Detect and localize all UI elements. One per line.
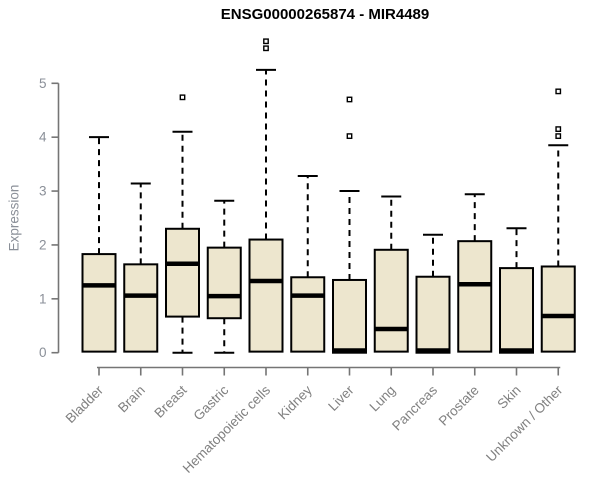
outlier-hematopoietic-cells bbox=[263, 38, 269, 45]
box-liver bbox=[332, 278, 367, 354]
x-category-label: Prostate bbox=[436, 383, 482, 429]
box-prostate bbox=[457, 240, 493, 353]
x-category-label: Unknown / Other bbox=[483, 382, 566, 465]
y-tick-label: 1 bbox=[39, 291, 47, 306]
box-breast bbox=[165, 227, 200, 318]
chart-title: ENSG00000265874 - MIR4489 bbox=[220, 6, 430, 23]
box-hematopoietic-cells bbox=[248, 238, 284, 353]
box-gastric bbox=[206, 246, 242, 320]
x-category-label: Lung bbox=[367, 383, 399, 415]
x-category-label: Breast bbox=[151, 382, 189, 420]
outlier-unknown-other bbox=[555, 126, 562, 132]
box-lung bbox=[373, 248, 409, 353]
y-tick-label: 3 bbox=[39, 184, 47, 199]
outlier-unknown-other bbox=[555, 133, 562, 140]
x-category-label: Kidney bbox=[275, 382, 315, 422]
box-bladder bbox=[81, 253, 117, 353]
box-brain bbox=[123, 263, 159, 353]
y-tick-label: 0 bbox=[39, 345, 47, 360]
outlier-liver bbox=[346, 96, 353, 103]
x-category-label: Brain bbox=[115, 383, 148, 416]
box-skin bbox=[499, 267, 534, 354]
outlier-liver bbox=[346, 133, 353, 140]
x-category-label: Liver bbox=[325, 382, 357, 414]
x-category-label: Pancreas bbox=[389, 382, 440, 433]
box-kidney bbox=[290, 276, 326, 353]
x-category-label: Skin bbox=[494, 383, 523, 412]
y-tick-label: 2 bbox=[39, 237, 47, 252]
outlier-breast bbox=[179, 94, 186, 101]
outlier-hematopoietic-cells bbox=[263, 45, 269, 52]
y-tick-label: 4 bbox=[39, 130, 47, 145]
outlier-unknown-other bbox=[555, 88, 562, 95]
x-category-label: Bladder bbox=[63, 382, 107, 426]
box-unknown-other bbox=[540, 265, 576, 353]
y-tick-label: 5 bbox=[39, 76, 47, 91]
x-category-label: Gastric bbox=[191, 382, 232, 423]
box-pancreas bbox=[415, 275, 451, 354]
